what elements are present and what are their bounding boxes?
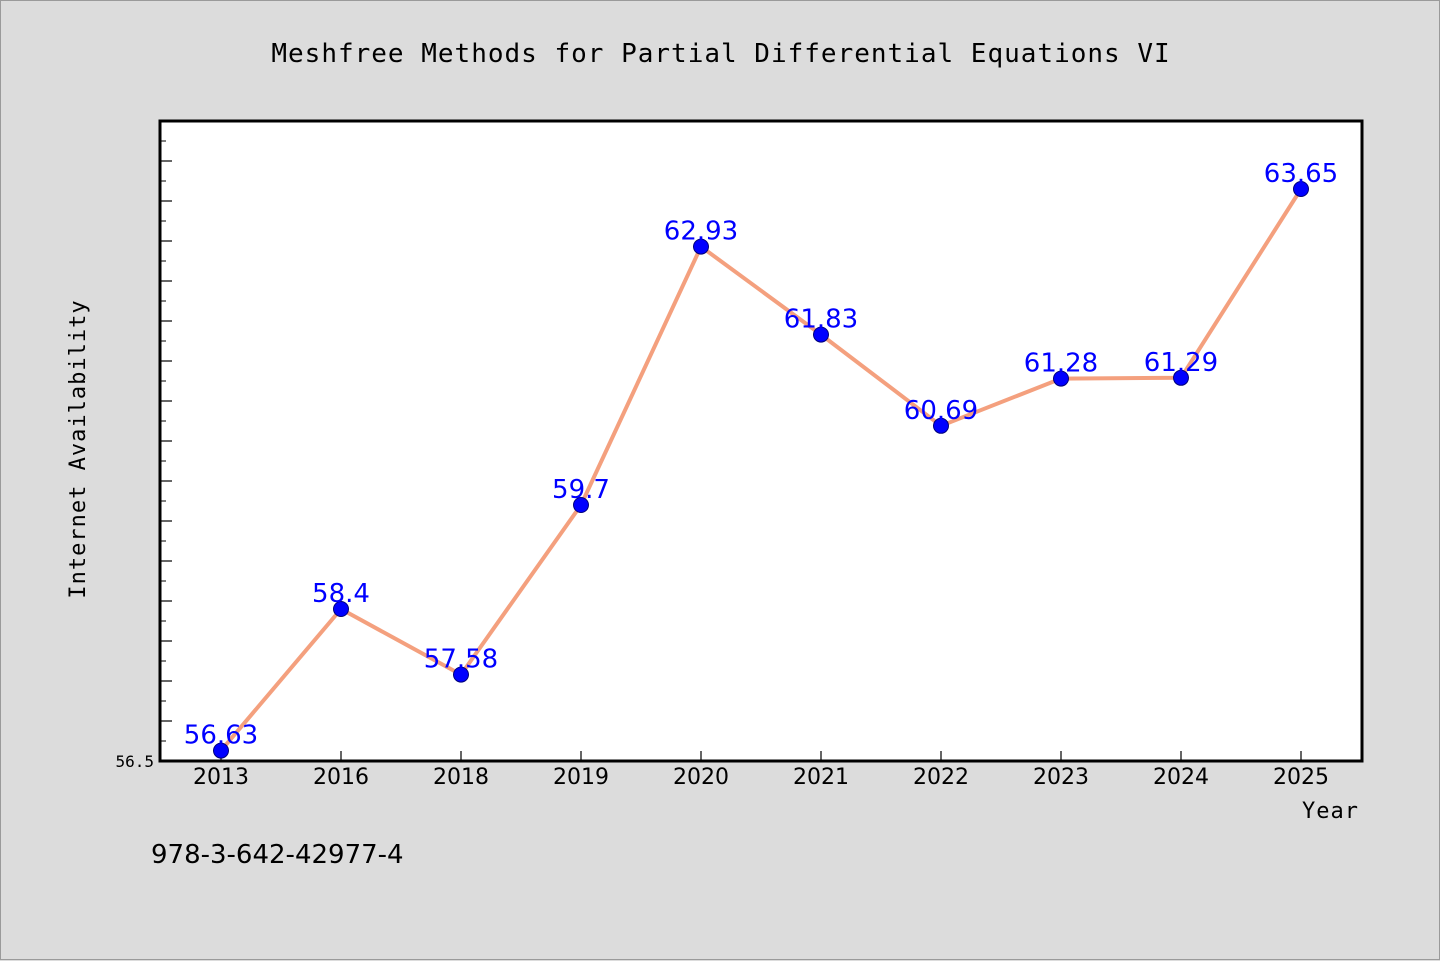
series-line bbox=[219, 187, 1303, 753]
data-label: 56.63 bbox=[184, 721, 258, 751]
x-tick-label: 2025 bbox=[1273, 765, 1329, 790]
plot-area bbox=[158, 119, 1364, 763]
data-point bbox=[1293, 181, 1309, 197]
y-tick-label-min: 56.5 bbox=[115, 752, 154, 771]
y-axis-ticks bbox=[160, 140, 172, 742]
data-point bbox=[453, 666, 469, 683]
x-axis-label: Year bbox=[1302, 799, 1359, 824]
data-point bbox=[933, 417, 949, 434]
data-point bbox=[573, 497, 589, 513]
x-tick-label: 2013 bbox=[193, 765, 249, 790]
x-tick-label: 2020 bbox=[673, 765, 729, 790]
x-tick-label: 2016 bbox=[313, 765, 369, 790]
y-axis-label: Internet Availability bbox=[66, 299, 91, 598]
data-label: 61.29 bbox=[1144, 348, 1218, 378]
data-point bbox=[213, 742, 229, 759]
x-tick-label: 2019 bbox=[553, 765, 609, 790]
data-labels: 56.63 58.4 57.58 59.7 62.93 61.83 60.69 61.28 61… bbox=[184, 159, 1338, 751]
data-point bbox=[333, 601, 349, 617]
x-tick-label: 2024 bbox=[1153, 765, 1209, 790]
data-label: 61.28 bbox=[1024, 349, 1098, 379]
x-tick-label: 2023 bbox=[1033, 765, 1089, 790]
data-label: 62.93 bbox=[664, 217, 738, 247]
chart-title: Meshfree Methods for Partial Differentia… bbox=[271, 39, 1170, 69]
x-tick-label: 2021 bbox=[793, 765, 849, 790]
data-point bbox=[1053, 370, 1069, 387]
data-label: 60.69 bbox=[904, 396, 978, 426]
data-label: 61.83 bbox=[784, 305, 858, 335]
x-axis-ticks bbox=[220, 751, 1302, 761]
x-tick-label: 2022 bbox=[913, 765, 969, 790]
isbn-text: 978-3-642-42977-4 bbox=[151, 840, 404, 870]
data-point bbox=[813, 326, 829, 343]
x-tick-label: 2018 bbox=[433, 765, 489, 790]
x-tick-labels: 2013 2016 2018 2019 2020 2021 2022 2023 2024 2025 bbox=[193, 765, 1329, 790]
data-label: 58.4 bbox=[312, 579, 370, 609]
data-point bbox=[1173, 369, 1189, 386]
data-label: 63.65 bbox=[1264, 159, 1338, 189]
data-point bbox=[693, 238, 709, 255]
data-label: 57.58 bbox=[424, 645, 498, 675]
data-label: 59.7 bbox=[552, 475, 610, 505]
data-markers bbox=[213, 181, 1309, 759]
series-line-group bbox=[219, 187, 1303, 753]
